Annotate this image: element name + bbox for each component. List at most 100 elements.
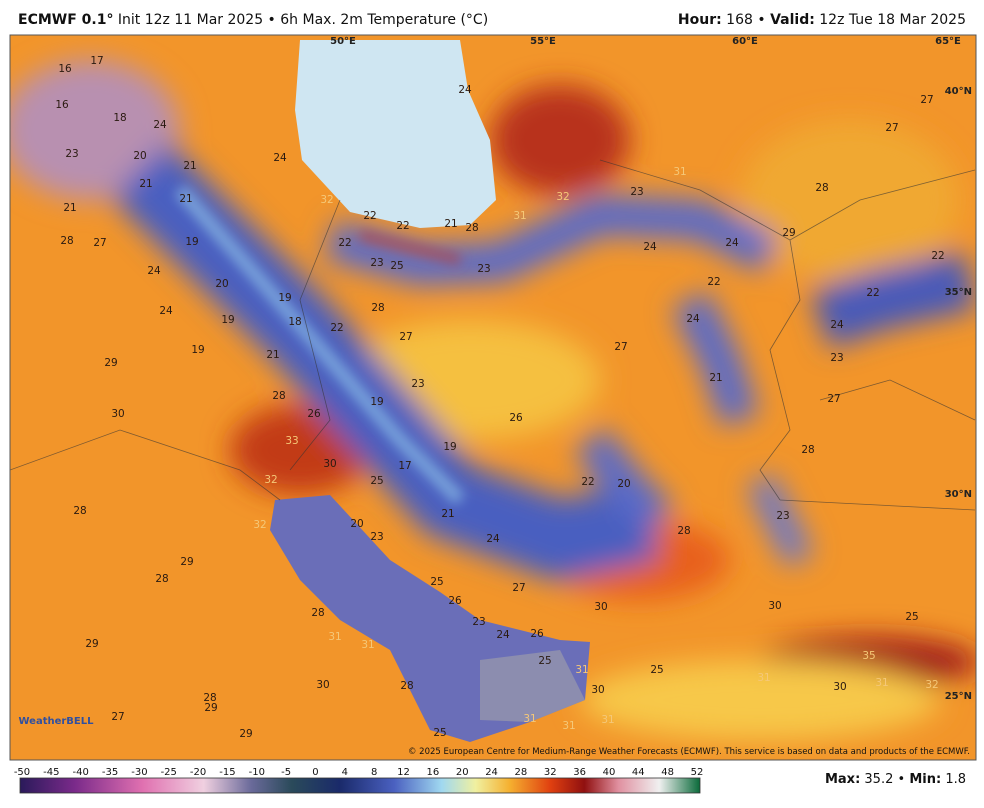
temperature-label: 19 [370, 396, 383, 408]
latitude-label: 40°N [945, 86, 972, 97]
temperature-label: 24 [486, 533, 500, 545]
separator: • [897, 772, 906, 787]
temperature-label: 21 [266, 349, 279, 361]
colorbar-tick-label: 20 [456, 767, 469, 778]
hour-label: Hour: [677, 12, 722, 28]
colorbar-tick-label: -25 [161, 767, 177, 778]
temperature-label: 26 [448, 595, 462, 607]
latitude-label: 30°N [945, 489, 972, 500]
temperature-label: 28 [815, 182, 828, 194]
temperature-label: 22 [338, 237, 351, 249]
temperature-label: 25 [390, 260, 403, 272]
map-frame [9, 34, 977, 761]
temperature-label: 22 [866, 287, 879, 299]
temperature-label: 29 [782, 227, 795, 239]
colorbar-tick-label: 8 [371, 767, 377, 778]
temperature-label: 31 [328, 631, 341, 643]
max-label: Max: [824, 772, 861, 787]
temperature-label: 22 [330, 322, 343, 334]
valid: 12z Tue 18 Mar 2025 [819, 12, 966, 28]
model: ECMWF 0.1° [18, 12, 114, 28]
temperature-label: 28 [311, 607, 324, 619]
temperature-label: 22 [396, 220, 409, 232]
temperature-label: 31 [361, 639, 374, 651]
temperature-label: 28 [155, 573, 168, 585]
temperature-label: 18 [113, 112, 126, 124]
temperature-label: 28 [400, 680, 413, 692]
temperature-label: 27 [93, 237, 106, 249]
temperature-label: 27 [827, 393, 840, 405]
temperature-label: 23 [830, 352, 843, 364]
copyright: © 2025 European Centre for Medium-Range … [408, 747, 970, 757]
temperature-label: 30 [833, 681, 846, 693]
header-right: Hour: 168 • Valid: 12z Tue 18 Mar 2025 [678, 12, 966, 28]
temperature-label: 23 [630, 186, 643, 198]
header: ECMWF 0.1° Init 12z 11 Mar 2025 • 6h Max… [0, 0, 984, 34]
temperature-label: 25 [370, 475, 383, 487]
temperature-label: 17 [90, 55, 103, 67]
colorbar-tick-label: -15 [219, 767, 235, 778]
temperature-label: 24 [458, 84, 472, 96]
temperature-label: 26 [509, 412, 523, 424]
temperature-label: 28 [371, 302, 384, 314]
temperature-label: 28 [73, 505, 86, 517]
temperature-label: 19 [443, 441, 456, 453]
temperature-label: 24 [147, 265, 161, 277]
temperature-label: 27 [920, 94, 933, 106]
latitude-label: 25°N [945, 691, 972, 702]
temperature-label: 24 [496, 629, 510, 641]
temperature-label: 27 [111, 711, 124, 723]
borders [10, 159, 976, 511]
run-info: Init 12z 11 Mar 2025 • 6h Max. 2m Temper… [117, 12, 489, 28]
temperature-label: 16 [58, 63, 72, 75]
temperature-label: 31 [875, 677, 888, 689]
valid-label: Valid: [770, 12, 815, 28]
temperature-label: 32 [253, 519, 266, 531]
temperature-label: 23 [776, 510, 789, 522]
temperature-label: 31 [523, 713, 536, 725]
temperature-label: 25 [430, 576, 443, 588]
temperature-label: 31 [673, 166, 686, 178]
temperature-label: 25 [905, 611, 918, 623]
longitude-label: 55°E [530, 36, 556, 47]
temperature-label: 20 [215, 278, 228, 290]
colorbar-tick-label: -45 [43, 767, 59, 778]
temperature-label: 29 [104, 357, 117, 369]
temperature-label: 32 [925, 679, 938, 691]
min-label: Min: [909, 772, 942, 787]
temperature-label: 19 [221, 314, 234, 326]
hour: 168 [726, 12, 753, 28]
logo: WeatherBELL [18, 716, 94, 727]
temperature-label: 21 [139, 178, 152, 190]
temperature-label: 20 [350, 518, 363, 530]
colorbar-tick-label: 0 [312, 767, 318, 778]
temperature-label: 24 [643, 241, 657, 253]
temperature-label: 31 [513, 210, 526, 222]
colorbar-tick-label: 48 [661, 767, 674, 778]
colorbar [19, 777, 701, 794]
temperature-label: 23 [65, 148, 78, 160]
temperature-label: 25 [538, 655, 551, 667]
colorbar-tick-label: 28 [515, 767, 528, 778]
temperature-label: 23 [370, 257, 383, 269]
temperature-label: 28 [677, 525, 690, 537]
header-left: ECMWF 0.1° Init 12z 11 Mar 2025 • 6h Max… [18, 12, 488, 28]
stats: Max: 35.2 • Min: 1.8 [825, 772, 966, 787]
temperature-field [10, 35, 976, 760]
longitude-label: 50°E [330, 36, 356, 47]
temperature-label: 25 [433, 727, 446, 739]
colorbar-tick-label: 4 [342, 767, 348, 778]
temperature-label: 28 [60, 235, 73, 247]
temperature-label: 27 [885, 122, 898, 134]
temperature-label: 30 [111, 408, 124, 420]
temperature-label: 17 [398, 460, 411, 472]
temperature-label: 23 [477, 263, 490, 275]
colorbar-tick-label: -5 [281, 767, 291, 778]
temperature-label: 28 [203, 692, 216, 704]
temperature-label: 35 [862, 650, 875, 662]
colorbar-tick-label: -30 [131, 767, 147, 778]
temperature-label: 30 [323, 458, 336, 470]
temperature-label: 22 [707, 276, 720, 288]
